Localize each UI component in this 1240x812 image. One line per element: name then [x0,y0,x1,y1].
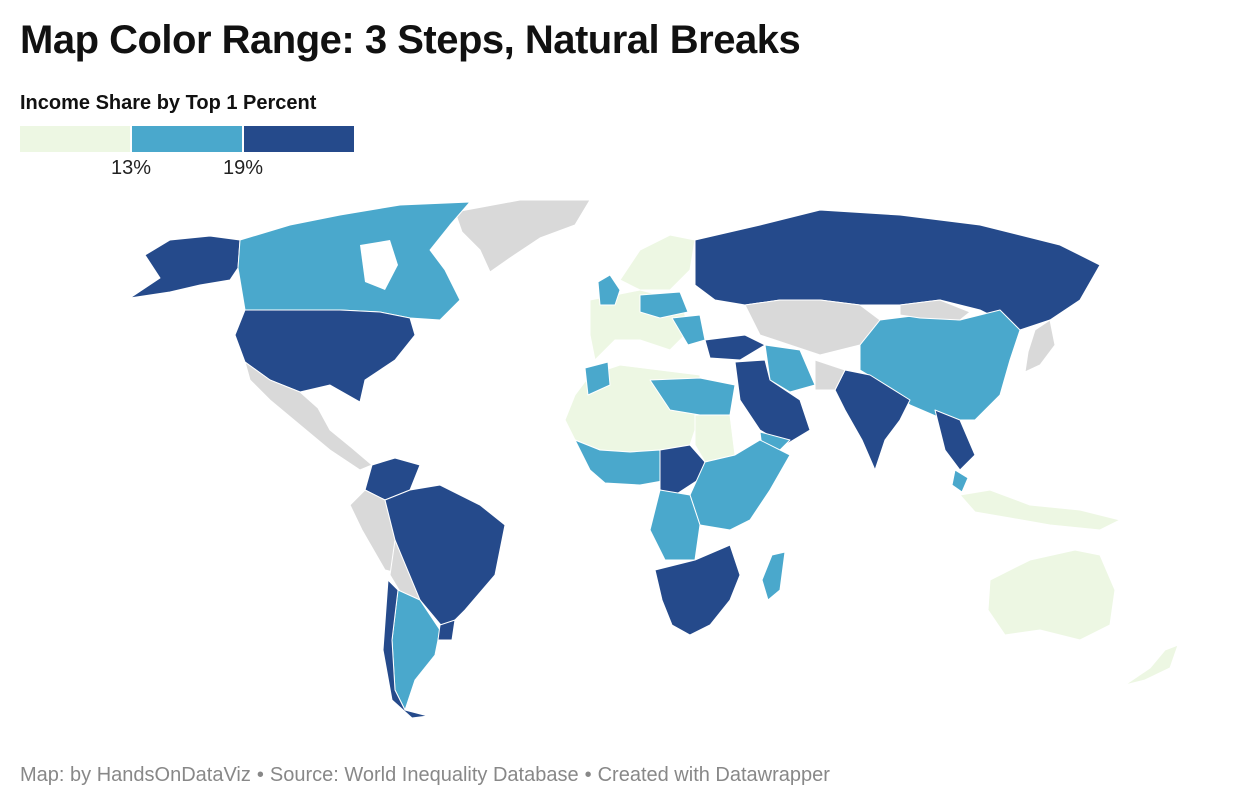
legend-break-high: 19% [222,157,264,179]
legend-title: Income Share by Top 1 Percent [20,92,317,114]
map-title: Map Color Range: 3 Steps, Natural Breaks [20,18,801,62]
footer-separator: • [584,764,592,786]
region-mongolia[interactable] [899,299,971,321]
legend-swatch-low [20,126,130,152]
region-sudan[interactable] [694,414,736,463]
region-uruguay[interactable] [437,619,456,641]
footer-created-with[interactable]: Created with Datawrapper [597,764,830,786]
region-malaysia[interactable] [951,469,969,493]
footer-credits: Map: by HandsOnDataViz • Source: World Ine… [20,764,830,787]
region-alaska[interactable] [129,235,241,299]
region-indonesia[interactable] [959,489,1121,531]
region-china[interactable] [859,309,1021,421]
region-pakistan[interactable] [814,359,846,391]
region-chile[interactable] [382,579,429,719]
region-new-zealand[interactable] [1124,644,1179,686]
region-turkey[interactable] [704,334,766,361]
region-united-kingdom[interactable] [597,274,621,306]
region-arabian-peninsula[interactable] [734,359,811,446]
region-madagascar[interactable] [761,551,786,601]
region-greenland[interactable] [454,199,591,273]
world-map [129,199,1179,719]
legend-swatch-mid [132,126,242,152]
region-iran[interactable] [764,344,816,393]
region-scandinavia[interactable] [619,234,696,291]
region-australia[interactable] [987,549,1116,641]
region-canada[interactable] [237,201,471,321]
footer-source: Source: World Inequality Database [269,764,579,786]
region-southern-africa[interactable] [654,544,741,636]
footer-map-by: Map: by HandsOnDataViz [20,764,251,786]
legend-swatch-high [244,126,354,152]
region-germany-poland[interactable] [639,291,689,319]
legend-break-low: 13% [110,157,152,179]
region-southeast-asia[interactable] [934,409,976,471]
footer-separator: • [256,764,264,786]
region-japan[interactable] [1024,319,1056,373]
color-legend [20,126,354,152]
region-india[interactable] [834,369,911,471]
region-morocco[interactable] [584,361,611,396]
